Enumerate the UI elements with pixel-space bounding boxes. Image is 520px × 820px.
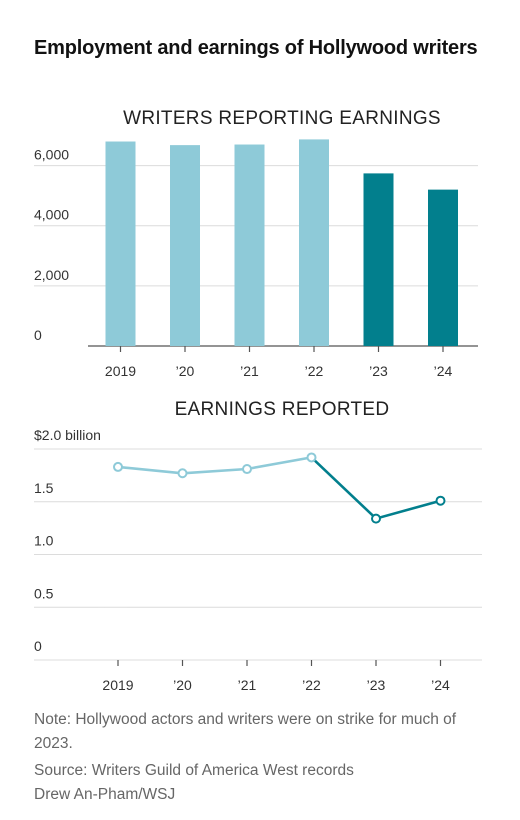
line-series-dark (310, 456, 441, 521)
line-x-tick-label: ’22 (302, 677, 321, 693)
page-title: Employment and earnings of Hollywood wri… (34, 37, 478, 59)
bar-chart: WRITERS REPORTING EARNINGS 0 2,000 4,000 6,… (34, 108, 478, 379)
line-point-1 (177, 468, 188, 479)
line-x-tick-label: ’24 (431, 677, 450, 693)
line-y-tick-label: $2.0 billion (34, 427, 101, 443)
line-point-5 (435, 495, 446, 506)
bar-x-tick-label: ’24 (434, 363, 453, 379)
bar-chart-title: WRITERS REPORTING EARNINGS (123, 108, 441, 129)
bar-3 (299, 139, 329, 346)
bar-y-tick-label: 4,000 (34, 207, 69, 223)
source-text: Source: Writers Guild of America West re… (34, 762, 354, 779)
line-y-tick-label: 1.0 (34, 533, 54, 549)
bar-0 (105, 141, 136, 346)
bar-5 (428, 189, 458, 346)
footer: Note: Hollywood actors and writers were … (34, 708, 494, 810)
line-x-tick-label: ’21 (238, 677, 257, 693)
bar-4 (363, 173, 394, 346)
line-point-2 (242, 464, 252, 475)
line-x-tick-label: ’20 (173, 677, 192, 693)
bar-x-tick-label: 2019 (105, 363, 136, 379)
line-y-tick-label: 0 (34, 638, 42, 654)
line-point-4 (371, 513, 381, 524)
bar-y-tick-label: 2,000 (34, 267, 69, 283)
note-text: Note: Hollywood actors and writers were … (34, 711, 457, 752)
bar-x-tick-label: ’20 (176, 363, 195, 379)
bar-x-tick-label: ’23 (369, 363, 388, 379)
bar-x-tick-label: ’22 (305, 363, 324, 379)
line-point-3 (306, 452, 317, 463)
bar-x-tick-label: ’21 (240, 363, 259, 379)
line-y-tick-label: 1.5 (34, 480, 54, 496)
bar-2 (234, 144, 265, 346)
line-x-tick-label: ’23 (367, 677, 386, 693)
line-y-tick-label: 0.5 (34, 585, 54, 601)
bar-y-tick-label: 6,000 (34, 147, 69, 163)
line-point-0 (113, 461, 123, 472)
bar-1 (170, 145, 200, 346)
line-chart: EARNINGS REPORTED 0 0.5 1.0 1.5 $2.0 billion… (34, 399, 482, 693)
bar-y-tick-label: 0 (34, 327, 42, 343)
credit-text: Drew An-Pham/WSJ (34, 786, 176, 803)
line-x-tick-label: 2019 (102, 677, 133, 693)
line-series-light (117, 456, 312, 475)
line-chart-title: EARNINGS REPORTED (175, 399, 390, 420)
